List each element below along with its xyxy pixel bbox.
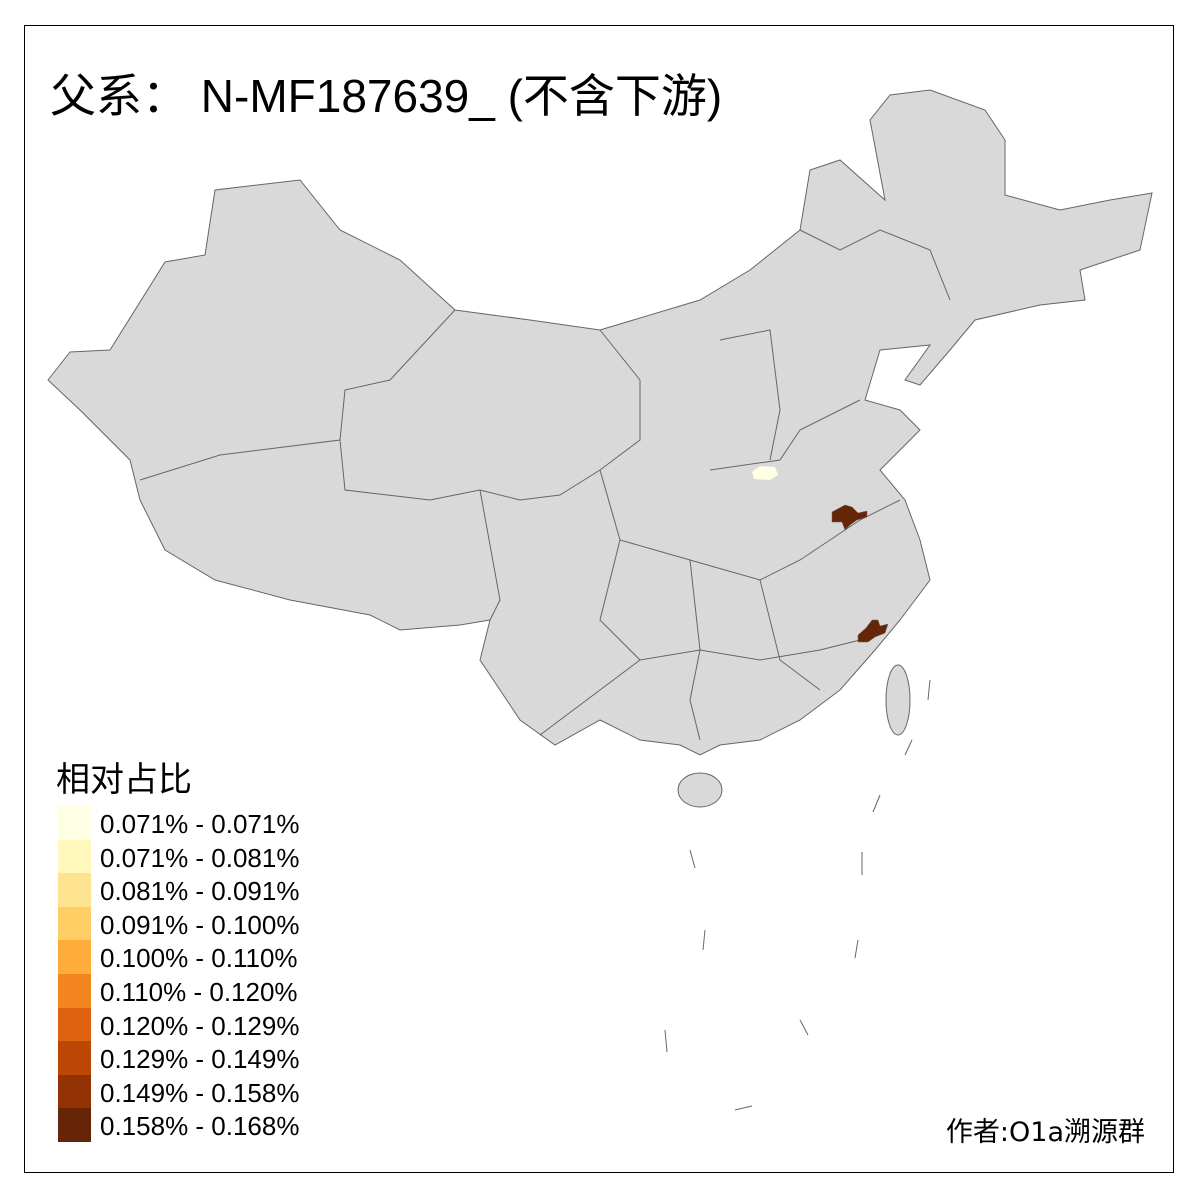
legend-item: 0.129% - 0.149% — [58, 1041, 358, 1075]
legend-swatch — [58, 1041, 91, 1075]
legend-label: 0.100% - 0.110% — [100, 943, 298, 974]
province-borders — [139, 229, 951, 741]
legend-label: 0.110% - 0.120% — [100, 977, 298, 1007]
highlighted-region — [857, 619, 889, 643]
legend-swatch — [58, 974, 91, 1008]
plot-frame — [24, 25, 1174, 1173]
south-china-sea-islands — [664, 679, 931, 1111]
legend-label: 0.129% - 0.149% — [100, 1044, 300, 1075]
legend-swatch — [58, 906, 91, 941]
legend-item: 0.149% - 0.158% — [58, 1074, 358, 1109]
legend-item: 0.110% - 0.120% — [58, 974, 358, 1008]
legend-item: 0.081% - 0.091% — [58, 873, 358, 907]
legend-item: 0.071% - 0.071% — [58, 806, 358, 840]
legend-label: 0.149% - 0.158% — [100, 1077, 300, 1108]
legend-item: 0.100% - 0.110% — [58, 940, 358, 974]
author-credit: 作者:O1a溯源群 — [945, 1117, 1145, 1148]
legend-swatch — [58, 839, 91, 874]
legend-swatch — [58, 873, 91, 907]
highlighted-region — [831, 504, 868, 531]
legend-item: 0.091% - 0.100% — [58, 906, 358, 941]
taiwan — [885, 664, 911, 736]
legend-title: 相对占比 — [56, 760, 192, 800]
legend-swatch — [58, 806, 91, 840]
legend-item: 0.120% - 0.129% — [58, 1007, 358, 1042]
map-title: 父系： N-MF187639_ (不含下游) — [50, 70, 723, 122]
legend-label: 0.158% - 0.168% — [100, 1111, 300, 1142]
highlighted-region — [752, 466, 778, 480]
legend-item: 0.158% - 0.168% — [58, 1108, 358, 1142]
legend-label: 0.091% - 0.100% — [100, 909, 300, 940]
legend-swatch — [58, 1007, 91, 1042]
legend-item: 0.071% - 0.081% — [58, 839, 358, 874]
legend-swatch — [58, 1108, 91, 1142]
legend-swatch — [58, 1074, 91, 1109]
legend-label: 0.071% - 0.071% — [100, 809, 300, 839]
legend-label: 0.120% - 0.129% — [100, 1010, 300, 1041]
china-mainland — [47, 89, 1153, 756]
legend-swatch — [58, 940, 91, 974]
legend-label: 0.081% - 0.091% — [100, 876, 300, 907]
hainan — [677, 772, 723, 808]
legend-label: 0.071% - 0.081% — [100, 842, 300, 873]
